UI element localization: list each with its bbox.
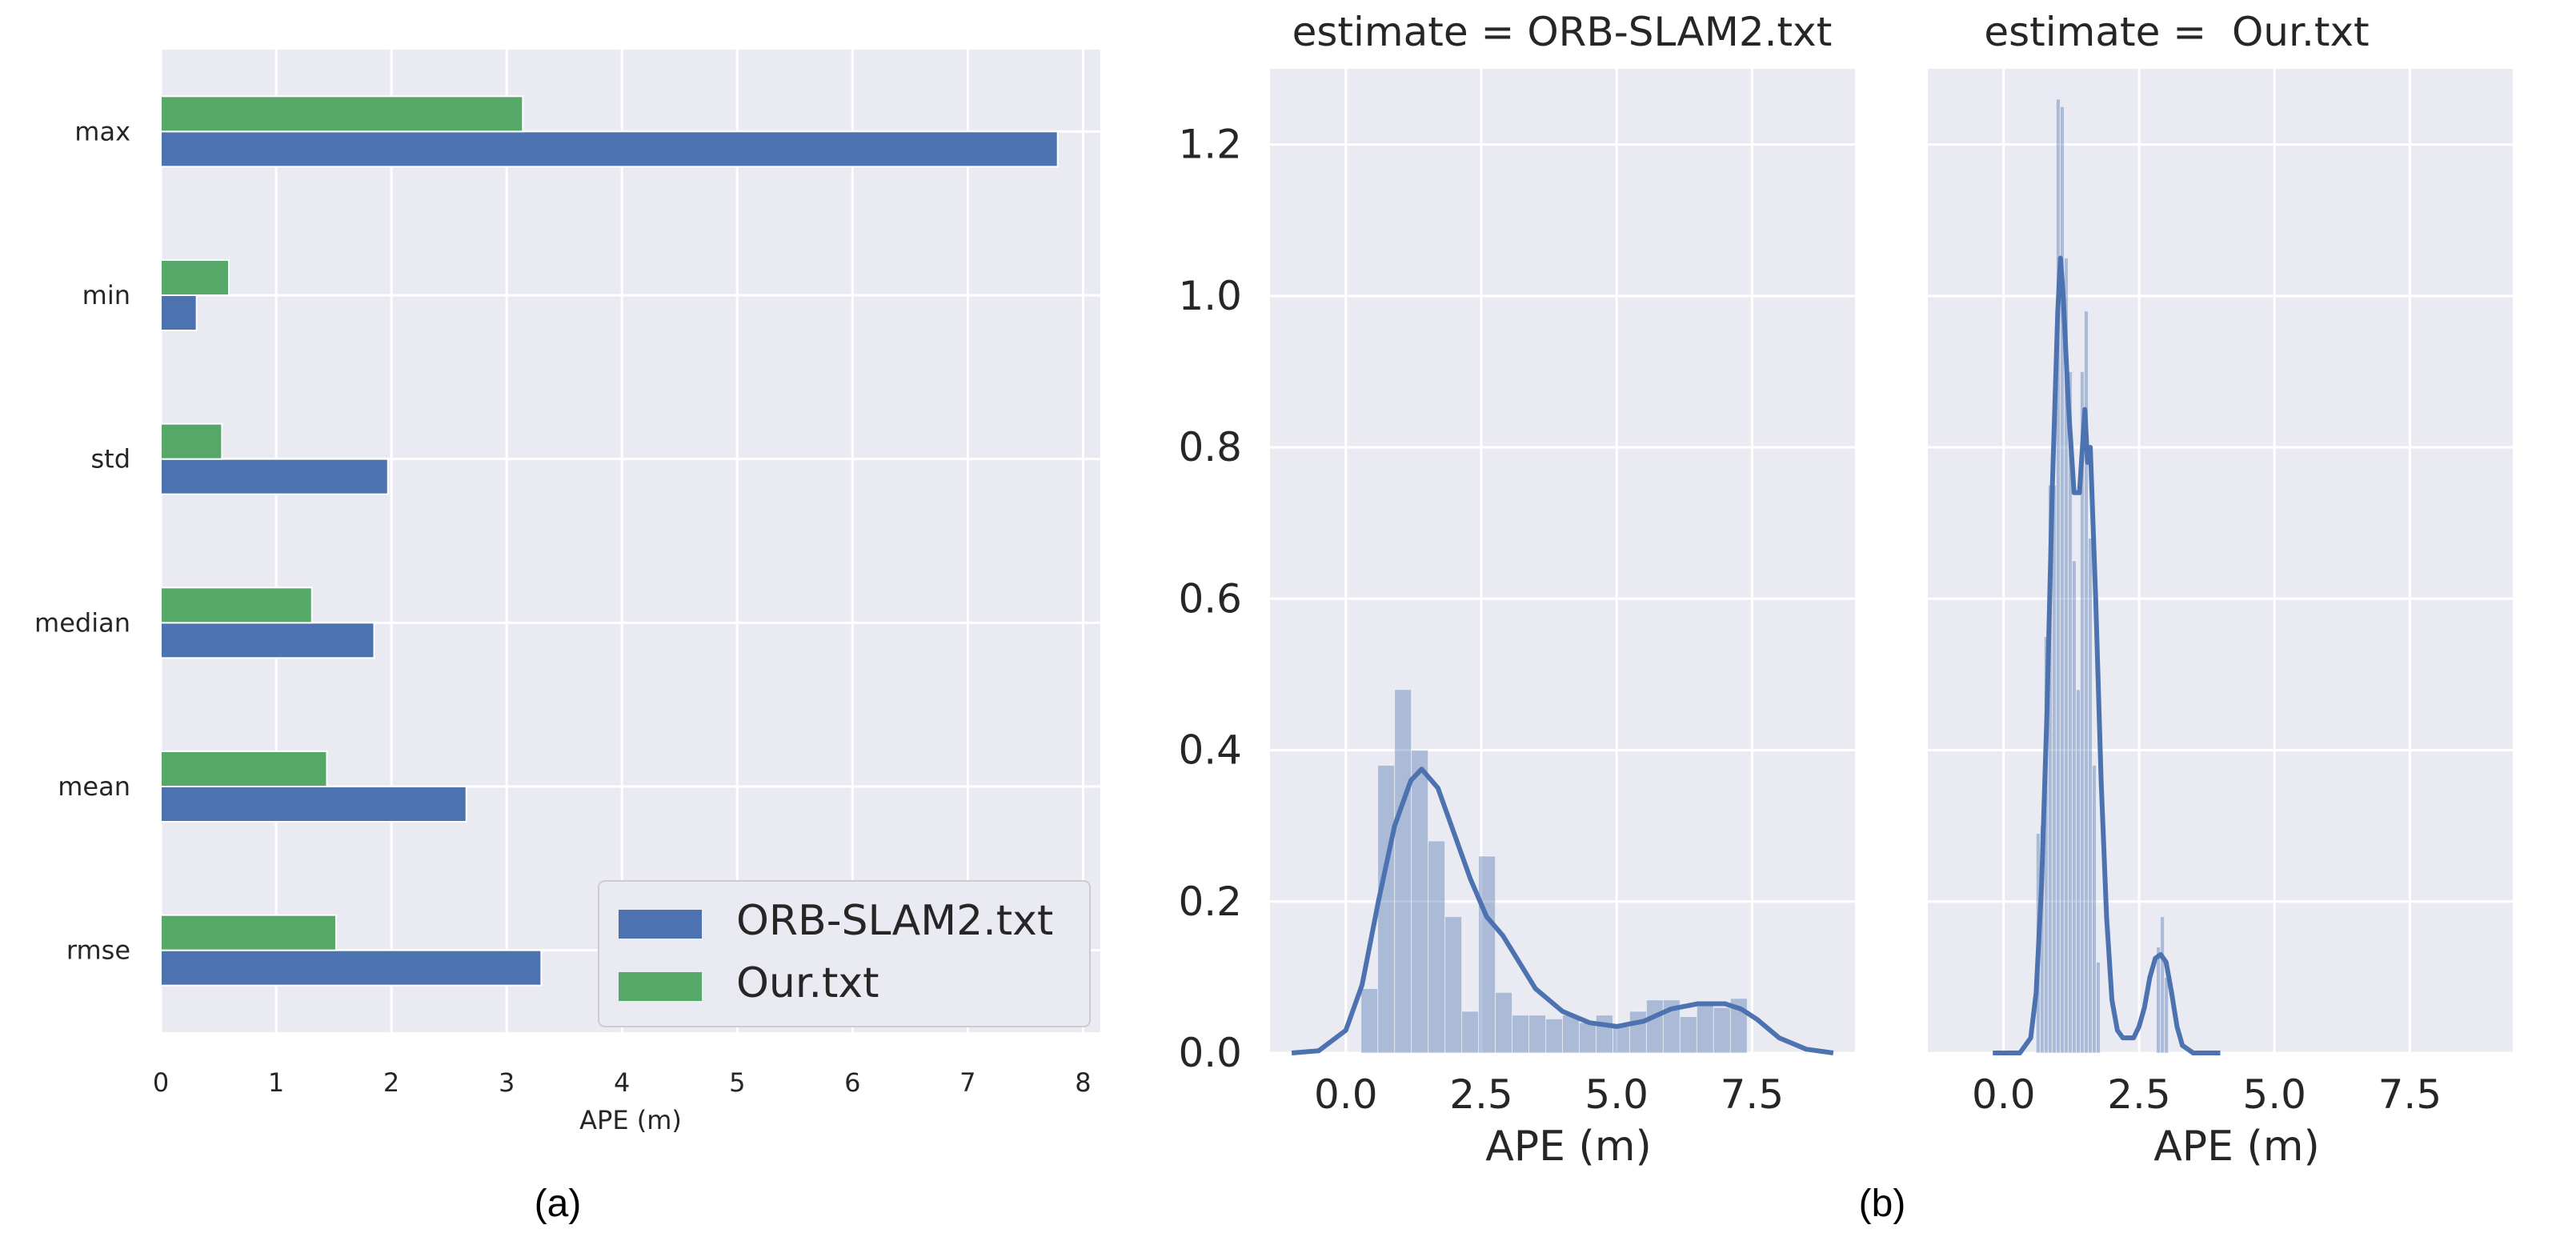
hist-y-tick-label: 0.6 xyxy=(1178,575,1242,622)
hist-x-tick-label: 7.5 xyxy=(1721,1071,1785,1118)
bar-category-label: median xyxy=(34,607,130,638)
hist-bin xyxy=(1545,1018,1563,1054)
hist-bin xyxy=(1595,1015,1613,1054)
bar-category-label: min xyxy=(82,280,130,310)
hist-y-tick-label: 1.2 xyxy=(1178,122,1242,168)
panel-label-b: (b) xyxy=(1859,1183,1906,1225)
bar-x-tick-label: 8 xyxy=(1075,1067,1091,1098)
legend-swatch-our xyxy=(619,972,702,1001)
hist-y-tick-label: 0.4 xyxy=(1178,727,1242,774)
bar-x-axis-label: APE (m) xyxy=(579,1105,682,1135)
bar-max-our xyxy=(160,95,524,133)
panel-b-right: estimate = Our.txt 0.0 2.5 5.0 7.5 APE (m) xyxy=(1928,9,2513,1171)
hist-x-tick-label: 0.0 xyxy=(1314,1071,1378,1118)
bar-category-label: std xyxy=(90,444,130,474)
hist-bin xyxy=(1612,1026,1630,1054)
hist-bin xyxy=(1461,1011,1480,1054)
hist-y-tick-label: 1.0 xyxy=(1178,273,1242,319)
hist-bin xyxy=(1444,916,1463,1054)
hist-bin xyxy=(2075,689,2081,1054)
bar-x-tick-label: 5 xyxy=(729,1067,745,1098)
bar-x-tick-label: 7 xyxy=(959,1067,976,1098)
hist-y-tick-label: 0.0 xyxy=(1178,1030,1242,1076)
bar-x-tick-label: 3 xyxy=(499,1067,515,1098)
bar-x-tick-label: 0 xyxy=(153,1067,169,1098)
panel-label-a: (a) xyxy=(535,1183,582,1225)
hist-bin xyxy=(1696,1003,1714,1054)
hist-right-x-axis-label: APE (m) xyxy=(2153,1123,2320,1171)
hist-left-plot-area xyxy=(1270,69,1855,1053)
bar-min-orb-slam2 xyxy=(160,294,198,331)
legend-box xyxy=(598,880,1091,1027)
legend-entry-orb: ORB-SLAM2.txt xyxy=(736,897,1053,945)
hist-bin xyxy=(1512,1015,1530,1054)
hist-bin xyxy=(1428,840,1446,1054)
hist-bin xyxy=(1645,999,1664,1054)
legend-swatch-orb xyxy=(619,910,702,939)
hist-bin xyxy=(1495,991,1513,1054)
hist-bin xyxy=(2087,538,2093,1054)
hist-bin xyxy=(2059,106,2065,1054)
hist-left-x-axis-label: APE (m) xyxy=(1485,1123,1652,1171)
bar-legend: ORB-SLAM2.txt Our.txt xyxy=(598,880,1091,1027)
bar-x-tick-label: 6 xyxy=(844,1067,860,1098)
hist-bin xyxy=(2164,976,2169,1054)
hist-bin xyxy=(2055,98,2061,1054)
hist-right-plot-area xyxy=(1928,69,2513,1053)
bar-mean-our xyxy=(160,751,328,787)
hist-bin xyxy=(1360,988,1379,1054)
hist-x-tick-label: 2.5 xyxy=(2107,1071,2171,1118)
hist-x-tick-label: 7.5 xyxy=(2378,1071,2442,1118)
bar-plot-area xyxy=(161,50,1100,1032)
bar-x-tick-label: 1 xyxy=(268,1067,284,1098)
hist-bin xyxy=(1578,1022,1596,1054)
hist-right-kde-curve xyxy=(1993,255,2221,1055)
bar-category-label: mean xyxy=(58,771,130,802)
hist-bin xyxy=(1478,855,1496,1054)
hist-bin xyxy=(1679,1016,1697,1054)
hist-bin xyxy=(2096,961,2101,1054)
hist-x-tick-label: 0.0 xyxy=(1972,1071,2036,1118)
hist-left-kde-curve xyxy=(1291,767,1834,1055)
hist-bin xyxy=(1377,764,1396,1054)
hist-bin xyxy=(1562,1015,1580,1054)
hist-bin xyxy=(1528,1015,1547,1054)
bar-max-orb-slam2 xyxy=(160,130,1059,168)
hist-bin xyxy=(1629,1011,1647,1054)
hist-bin xyxy=(2160,916,2165,1054)
bar-x-tick-label: 4 xyxy=(614,1067,630,1098)
hist-y-tick-label: 0.8 xyxy=(1178,424,1242,470)
hist-bin xyxy=(1394,689,1412,1054)
bar-x-tick-label: 2 xyxy=(383,1067,399,1098)
hist-bin xyxy=(2051,484,2057,1054)
bar-rmse-orb-slam2 xyxy=(160,949,543,987)
bar-category-label: rmse xyxy=(66,935,130,966)
bar-category-label: max xyxy=(74,116,130,146)
hist-y-tick-label: 0.2 xyxy=(1178,879,1242,925)
legend-entry-our: Our.txt xyxy=(736,959,879,1007)
hist-left-title: estimate = ORB-SLAM2.txt xyxy=(1292,9,1833,55)
bar-std-orb-slam2 xyxy=(160,458,389,495)
hist-bin xyxy=(1713,1007,1731,1054)
hist-right-title: estimate = Our.txt xyxy=(1984,9,2369,55)
hist-x-tick-label: 5.0 xyxy=(2242,1071,2306,1118)
bar-median-orb-slam2 xyxy=(160,622,375,659)
panel-b-left: estimate = ORB-SLAM2.txt 0.0 0.2 0.4 0.6 0.8… xyxy=(1178,9,1855,1171)
hist-bin xyxy=(2091,764,2097,1054)
hist-bin xyxy=(2071,560,2077,1054)
hist-bin xyxy=(1411,750,1429,1054)
hist-x-tick-label: 2.5 xyxy=(1449,1071,1513,1118)
hist-x-tick-label: 5.0 xyxy=(1584,1071,1649,1118)
bar-min-our xyxy=(160,259,230,296)
panel-a: max min std median mean rmse 0 1 2 3 4 5 6 7 8 APE (m… xyxy=(34,50,1100,1225)
bar-mean-orb-slam2 xyxy=(160,786,467,823)
bar-median-our xyxy=(160,586,313,624)
bar-std-our xyxy=(160,422,223,460)
hist-bin xyxy=(2156,947,2161,1054)
bar-rmse-our xyxy=(160,914,337,951)
